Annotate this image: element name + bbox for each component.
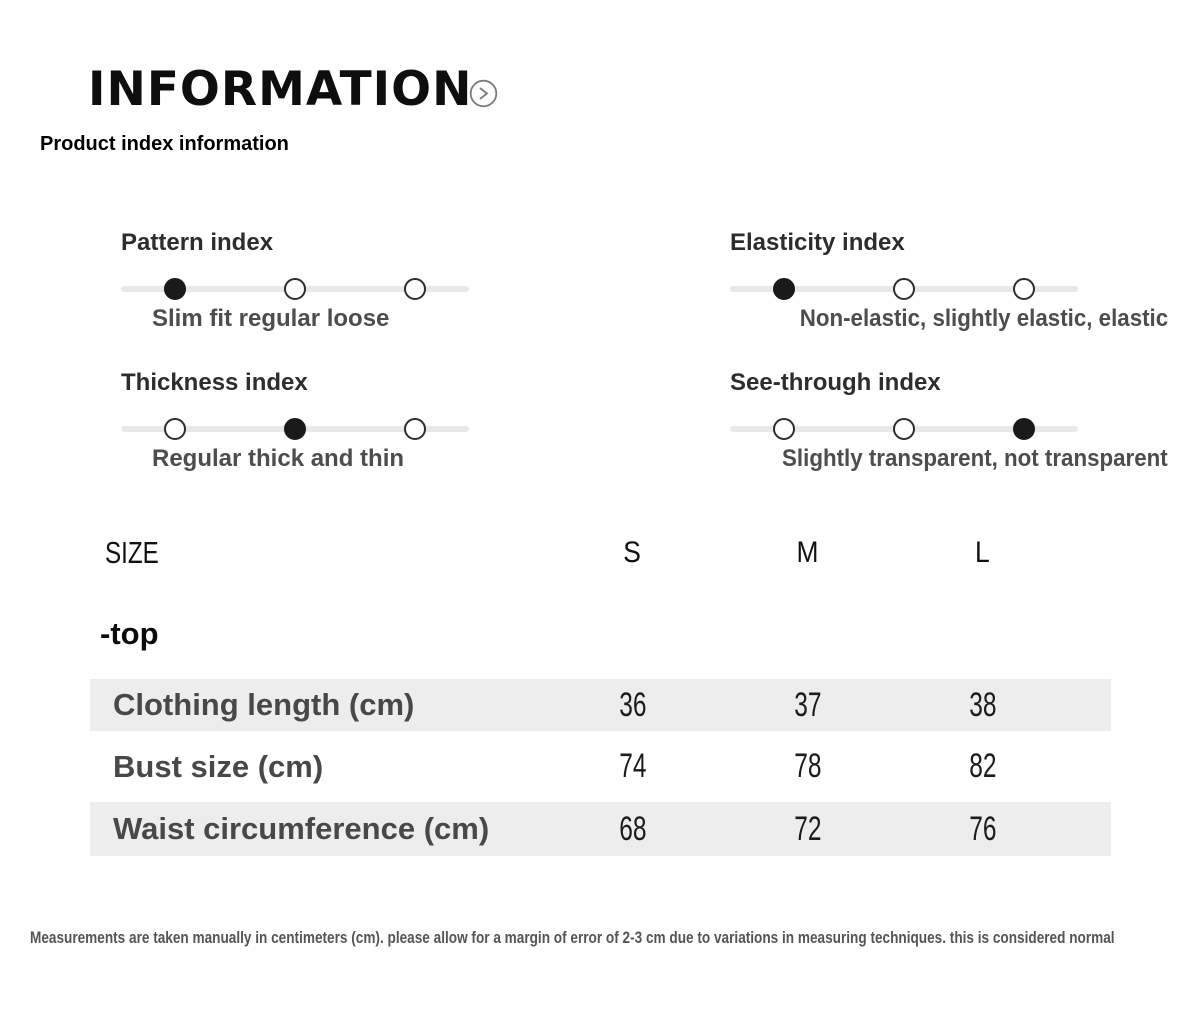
column-header-m: M <box>796 536 819 569</box>
size-table: SIZE S M L -top Clothing length (cm) 36 … <box>90 530 1111 860</box>
table-row: Clothing length (cm) 36 37 38 <box>90 679 1111 731</box>
table-row: Waist circumference (cm) 68 72 76 <box>90 802 1111 856</box>
table-row: Bust size (cm) 74 78 82 <box>90 731 1111 802</box>
slider-dot <box>164 278 186 300</box>
slider-dot <box>284 278 306 300</box>
index-title: Pattern index <box>121 229 274 256</box>
cell-value: 72 <box>793 809 822 848</box>
cell-value: 82 <box>968 747 997 785</box>
slider-dot <box>164 418 186 440</box>
slider-dot <box>893 418 915 440</box>
index-slider <box>121 417 469 441</box>
cell-value: 36 <box>618 685 647 724</box>
size-header-label: SIZE <box>105 535 159 570</box>
column-header-s: S <box>623 536 642 569</box>
index-description: Regular thick and thin <box>152 445 405 472</box>
column-header-l: L <box>975 536 990 569</box>
index-title: Thickness index <box>121 369 308 396</box>
page-title: INFORMATION <box>88 62 473 117</box>
row-label: Waist circumference (cm) <box>113 811 490 846</box>
section-subtitle: Product index information <box>40 133 289 155</box>
slider-dot <box>1013 278 1035 300</box>
circled-chevron-right-icon[interactable] <box>469 79 498 108</box>
slider-dot <box>1013 418 1035 440</box>
slider-dot <box>404 418 426 440</box>
index-slider <box>730 277 1078 301</box>
slider-dot <box>404 278 426 300</box>
cell-value: 78 <box>793 747 822 785</box>
slider-dot <box>893 278 915 300</box>
size-table-header-row: SIZE S M L <box>90 530 1111 576</box>
slider-dot <box>284 418 306 440</box>
index-description: Slim fit regular loose <box>152 305 390 332</box>
cell-value: 76 <box>968 809 997 848</box>
index-description: Slightly transparent, not transparent <box>782 445 1168 472</box>
cell-value: 37 <box>793 685 822 724</box>
row-label: Clothing length (cm) <box>113 687 415 722</box>
cell-value: 74 <box>618 747 647 785</box>
measurement-disclaimer: Measurements are taken manually in centi… <box>30 928 1115 947</box>
index-slider <box>730 417 1078 441</box>
index-description: Non-elastic, slightly elastic, elastic <box>799 305 1168 332</box>
cell-value: 68 <box>618 809 647 848</box>
table-section-label: -top <box>100 616 159 651</box>
slider-dot <box>773 278 795 300</box>
row-label: Bust size (cm) <box>113 748 324 784</box>
index-title: Elasticity index <box>730 229 905 256</box>
index-title: See-through index <box>730 369 941 396</box>
index-slider <box>121 277 469 301</box>
slider-dot <box>773 418 795 440</box>
cell-value: 38 <box>968 685 997 724</box>
